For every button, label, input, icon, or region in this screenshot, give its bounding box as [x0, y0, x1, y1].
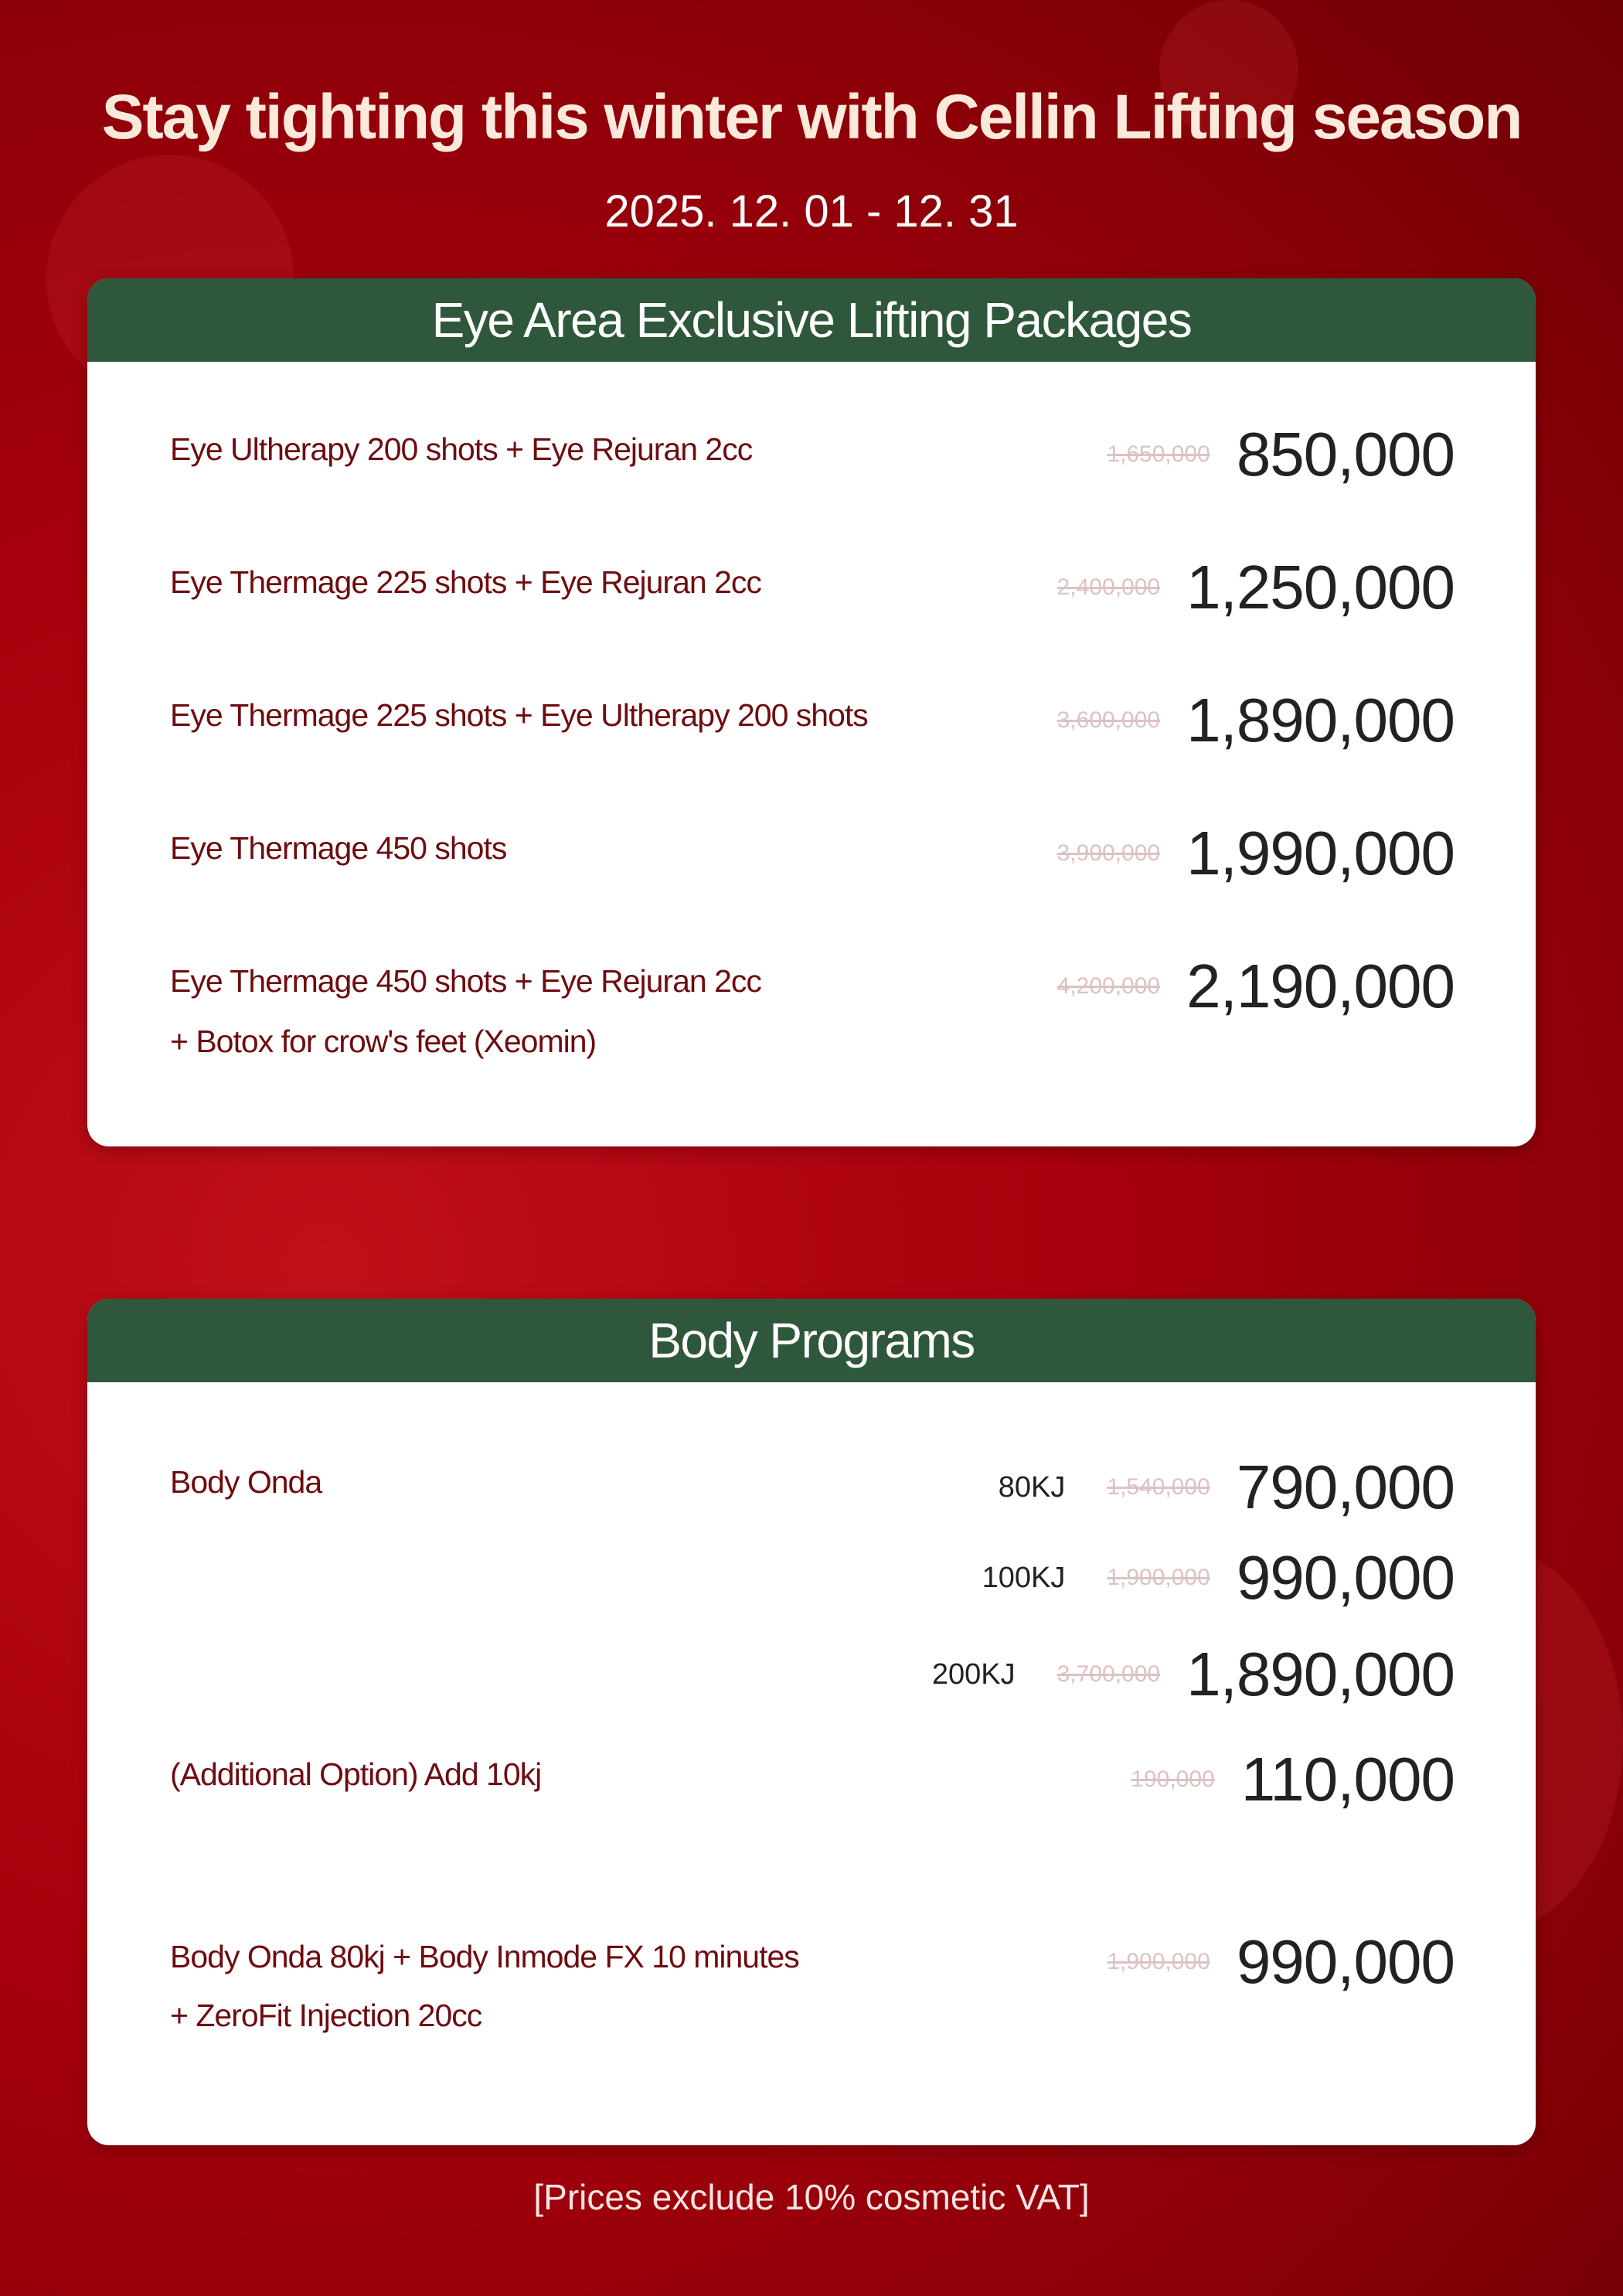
sale-price: 1,890,000 — [1186, 1640, 1455, 1708]
sale-price: 1,990,000 — [1186, 819, 1455, 887]
original-price: 1,900,000 — [1107, 1949, 1210, 1974]
body-programs-title: Body Programs — [87, 1299, 1536, 1382]
sale-price: 850,000 — [1236, 420, 1455, 489]
page-title: Stay tighting this winter with Cellin Li… — [101, 82, 1523, 152]
vat-notice: [Prices exclude 10% cosmetic VAT] — [533, 2177, 1090, 2217]
original-price: 3,900,000 — [1056, 840, 1161, 866]
sale-price: 990,000 — [1236, 1543, 1455, 1612]
item-name: Eye Thermage 225 shots + Eye Rejuran 2cc — [170, 564, 762, 600]
original-price: 190,000 — [1131, 1766, 1215, 1792]
original-price: 2,400,000 — [1056, 574, 1161, 600]
sale-price: 1,250,000 — [1186, 553, 1455, 622]
eye-packages-title: Eye Area Exclusive Lifting Packages — [87, 278, 1536, 362]
original-price: 1,650,000 — [1107, 441, 1210, 467]
snowflake-decoration — [1159, 0, 1298, 139]
item-name: (Additional Option) Add 10kj — [170, 1756, 542, 1792]
item-name: Eye Thermage 450 shots + Eye Rejuran 2cc — [170, 963, 762, 999]
item-name-line2: + ZeroFit Injection 20cc — [170, 1998, 482, 2033]
sale-price: 790,000 — [1236, 1453, 1455, 1521]
sale-price: 2,190,000 — [1186, 952, 1455, 1020]
original-price: 3,600,000 — [1056, 707, 1161, 733]
eye-packages-card: Eye Area Exclusive Lifting Packages Eye … — [87, 278, 1536, 1146]
event-date: 2025. 12. 01 - 12. 31 — [604, 186, 1019, 237]
original-price: 3,700,000 — [1056, 1661, 1161, 1687]
energy-level: 80KJ — [998, 1470, 1066, 1504]
item-name: Eye Thermage 225 shots + Eye Ultherapy 2… — [170, 697, 869, 733]
body-programs-card: Body Programs Body Onda 80KJ 1,540,000 790… — [87, 1299, 1536, 2145]
sale-price: 110,000 — [1240, 1745, 1455, 1814]
item-name-line2: + Botox for crow's feet (Xeomin) — [170, 1024, 597, 1059]
item-name: Eye Thermage 450 shots — [170, 830, 507, 866]
item-name: Eye Ultherapy 200 shots + Eye Rejuran 2c… — [170, 431, 753, 467]
item-name: Body Onda 80kj + Body Inmode FX 10 minut… — [170, 1939, 800, 1974]
original-price: 1,900,000 — [1107, 1565, 1210, 1590]
original-price: 4,200,000 — [1056, 973, 1161, 999]
item-name: Body Onda — [170, 1464, 322, 1500]
original-price: 1,540,000 — [1107, 1474, 1210, 1500]
energy-level: 100KJ — [982, 1561, 1066, 1594]
energy-level: 200KJ — [931, 1657, 1016, 1691]
sale-price: 990,000 — [1236, 1927, 1455, 1996]
sale-price: 1,890,000 — [1186, 686, 1455, 755]
